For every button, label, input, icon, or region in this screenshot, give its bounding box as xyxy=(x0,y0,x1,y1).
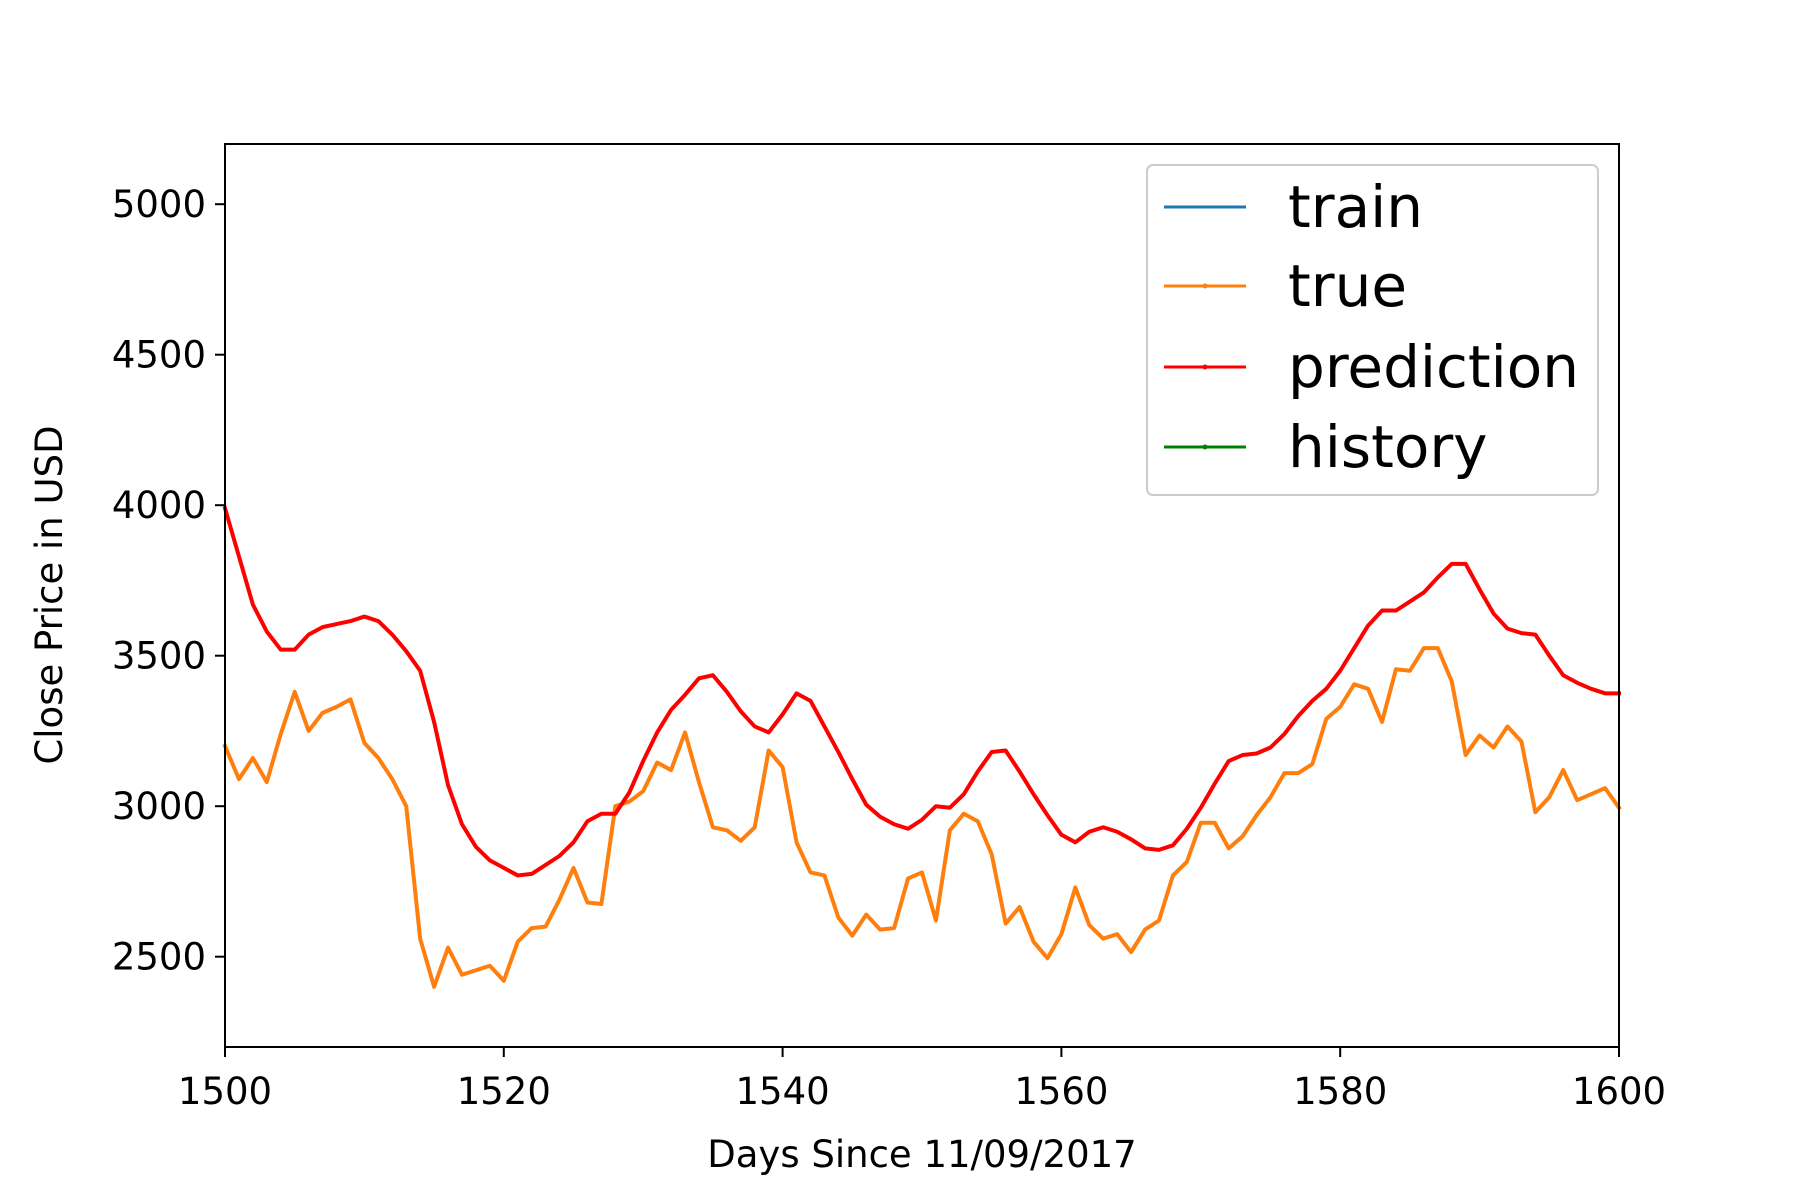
x-tick-label: 1500 xyxy=(178,1070,272,1113)
y-tick-label: 4000 xyxy=(112,484,206,527)
x-tick-label: 1560 xyxy=(1014,1070,1108,1113)
y-tick-label: 5000 xyxy=(112,183,206,226)
series-layer xyxy=(222,505,1622,989)
legend-label-history: history xyxy=(1288,413,1488,481)
series-line-prediction xyxy=(222,505,1621,878)
legend-box xyxy=(1146,164,1599,496)
legend-marker-true xyxy=(1202,283,1208,289)
legend-label-true: true xyxy=(1288,252,1407,320)
x-tick-label: 1520 xyxy=(457,1070,551,1113)
y-tick-label: 2500 xyxy=(112,936,206,979)
y-tick-label: 3500 xyxy=(112,635,206,678)
y-axis-label: Close Price in USD xyxy=(28,425,71,764)
series-line-true xyxy=(222,646,1622,989)
y-axis-ticks: 2500 3000 3500 4000 4500 5000 xyxy=(112,183,225,979)
legend-marker-prediction xyxy=(1202,364,1208,370)
plot-frame xyxy=(224,143,1620,1048)
y-tick-label: 3000 xyxy=(112,785,206,828)
legend-marker-history xyxy=(1202,444,1208,450)
legend-label-train: train xyxy=(1288,173,1423,241)
y-tick-label: 4500 xyxy=(112,334,206,377)
x-tick-label: 1580 xyxy=(1293,1070,1387,1113)
x-tick-label: 1600 xyxy=(1572,1070,1666,1113)
x-axis-label: Days Since 11/09/2017 xyxy=(707,1133,1136,1176)
legend-entries: train true prediction history xyxy=(1164,173,1579,481)
x-tick-label: 1540 xyxy=(736,1070,830,1113)
x-axis-ticks: 1500 1520 1540 1560 1580 1600 xyxy=(178,1047,1666,1113)
legend: train true prediction history xyxy=(1146,164,1599,496)
legend-label-prediction: prediction xyxy=(1288,333,1579,401)
